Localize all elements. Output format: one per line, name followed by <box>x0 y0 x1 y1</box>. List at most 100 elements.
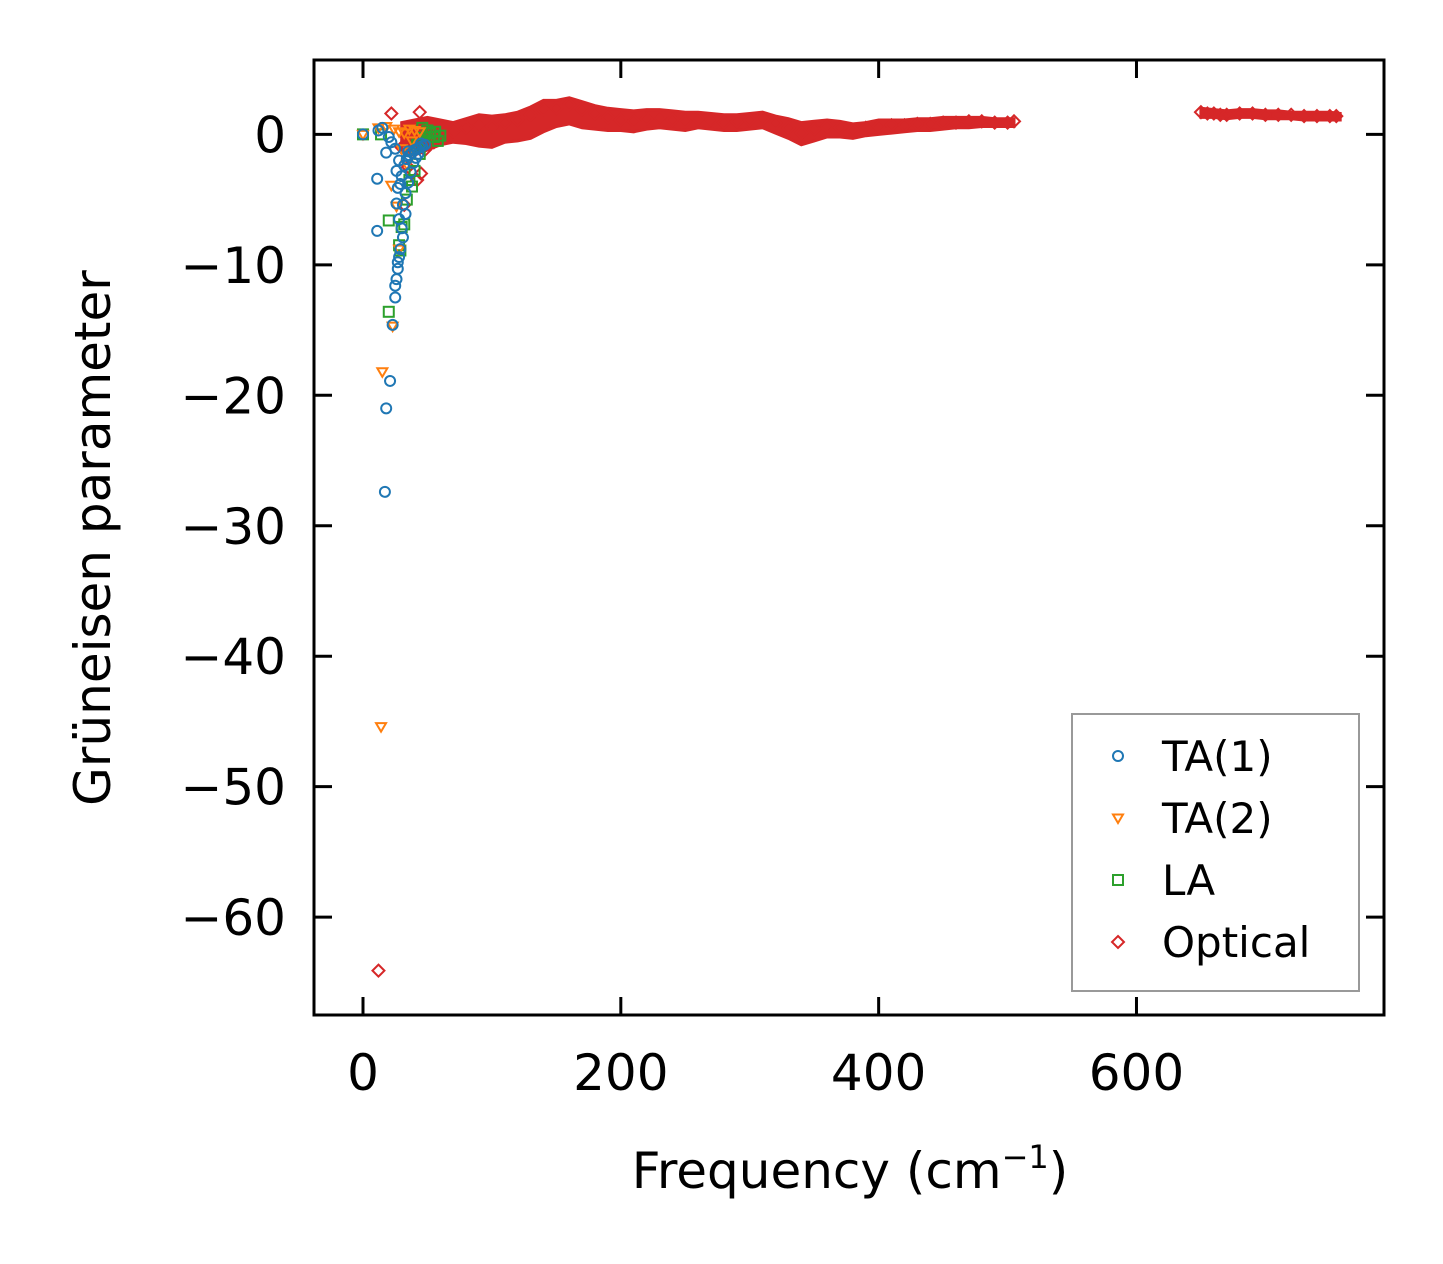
data-point <box>703 112 719 128</box>
data-point <box>1309 108 1325 124</box>
data-point <box>405 136 419 148</box>
data-point <box>390 273 403 286</box>
data-point <box>793 125 809 141</box>
legend-entry: Optical <box>1110 918 1310 967</box>
data-point <box>548 100 564 116</box>
data-point <box>383 106 399 121</box>
data-point <box>561 96 577 112</box>
data-point <box>397 128 411 141</box>
data-point <box>536 102 551 117</box>
legend-entry: LA <box>1112 856 1215 905</box>
legend-entry: TA(1) <box>1112 732 1273 781</box>
data-point <box>1000 115 1015 131</box>
data-point <box>832 120 848 136</box>
legend-marker <box>1110 934 1126 950</box>
y-axis-title: Grüneisen parameter <box>64 270 122 806</box>
data-point <box>819 119 835 134</box>
legend: TA(1) TA(2) LA Optical <box>1071 713 1360 992</box>
y-tick-label: 0 <box>254 106 286 164</box>
data-layer <box>356 96 1344 979</box>
data-point <box>523 107 538 123</box>
data-point <box>356 128 369 141</box>
data-point <box>1257 107 1273 123</box>
data-point <box>371 963 386 979</box>
x-tick-label: 0 <box>347 1044 379 1102</box>
data-point <box>380 402 393 415</box>
data-point <box>389 291 402 304</box>
data-point <box>742 112 758 128</box>
data-point <box>1322 108 1338 124</box>
data-point <box>780 120 796 136</box>
data-point <box>755 111 771 127</box>
data-point <box>412 104 428 120</box>
data-point <box>384 374 397 387</box>
data-point <box>664 112 680 128</box>
data-point <box>1219 107 1235 123</box>
series-ta-1- <box>356 121 431 498</box>
data-point <box>393 251 406 264</box>
data-point <box>434 129 447 142</box>
data-point <box>1212 107 1228 123</box>
x-tick-label: 400 <box>831 1044 926 1102</box>
data-point <box>402 145 415 158</box>
data-point <box>390 197 403 210</box>
data-point <box>510 112 526 128</box>
data-point <box>356 129 370 142</box>
data-point <box>374 722 388 734</box>
y-tick-label: −30 <box>180 498 286 556</box>
data-point <box>909 116 925 132</box>
data-point <box>987 115 1003 131</box>
data-point <box>935 115 951 131</box>
x-axis-title-superscript: −1 <box>1002 1138 1049 1176</box>
x-tick-label: 600 <box>1089 1044 1184 1102</box>
data-point <box>387 124 401 137</box>
data-point <box>391 256 404 269</box>
data-point <box>587 106 603 121</box>
data-point <box>845 123 861 138</box>
data-point <box>639 111 655 127</box>
legend-marker <box>1111 813 1125 825</box>
data-point <box>871 119 887 134</box>
data-point <box>974 113 990 129</box>
data-point <box>858 120 874 136</box>
data-point <box>389 279 402 292</box>
data-point <box>376 121 389 134</box>
data-point <box>884 117 899 133</box>
data-point <box>386 318 399 331</box>
data-point <box>716 115 732 131</box>
y-tick-label: −50 <box>180 759 286 817</box>
legend-marker <box>1112 750 1124 762</box>
data-point <box>412 127 427 139</box>
data-point <box>1199 106 1215 121</box>
data-point <box>690 111 706 127</box>
x-tick-label: 200 <box>573 1044 668 1102</box>
data-point <box>379 122 393 134</box>
data-point <box>382 305 395 318</box>
data-point <box>399 187 412 200</box>
legend-marker <box>1112 874 1124 886</box>
data-point <box>677 113 693 129</box>
data-point <box>371 172 384 185</box>
legend-label: Optical <box>1162 918 1310 967</box>
data-point <box>471 116 487 132</box>
data-point <box>1328 108 1344 124</box>
data-point <box>1296 108 1312 124</box>
data-point <box>626 113 642 129</box>
data-point <box>394 243 407 256</box>
data-point <box>948 115 964 131</box>
y-tick-label: −40 <box>180 628 286 686</box>
data-point <box>415 137 427 150</box>
data-point <box>897 117 912 133</box>
data-point <box>484 119 500 134</box>
data-point <box>1006 113 1022 129</box>
tick-layer: 0 200 400 600 0 −10 −20 −30 −40 −50 −60 <box>180 60 1384 1102</box>
data-point <box>389 142 402 155</box>
data-point <box>922 116 938 132</box>
legend-label: TA(1) <box>1161 732 1273 781</box>
data-point <box>729 113 745 129</box>
data-point <box>371 224 384 237</box>
y-tick-label: −20 <box>180 367 286 425</box>
data-point <box>652 109 667 125</box>
